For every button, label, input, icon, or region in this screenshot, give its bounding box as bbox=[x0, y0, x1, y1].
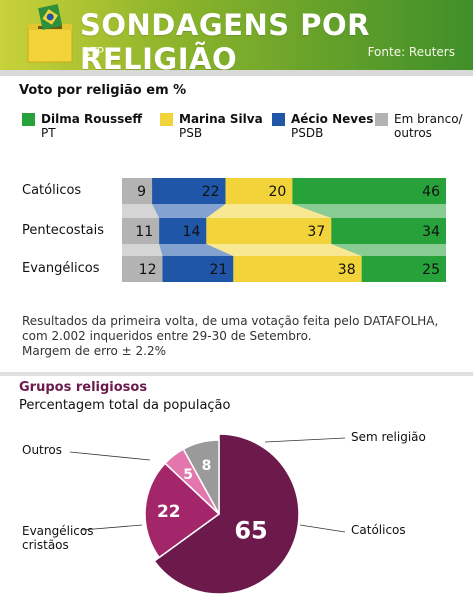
category-label: Evangélicos bbox=[22, 261, 100, 276]
legend-party: PSDB bbox=[291, 126, 324, 140]
bar-segment bbox=[292, 178, 446, 204]
header-banner: SONDAGENS POR RELIGIÃO RTP Fonte: Reuter… bbox=[0, 0, 473, 76]
header-divider bbox=[0, 70, 473, 76]
legend-item-0: Dilma Rousseff PT bbox=[22, 112, 142, 140]
bar-connector bbox=[152, 204, 226, 218]
legend-item-3: Em branco/outros bbox=[375, 112, 463, 140]
pie-leader-line bbox=[264, 437, 346, 443]
legend-name: Em branco/ bbox=[394, 112, 463, 126]
pie-value-label: 22 bbox=[157, 502, 181, 522]
bar-value-label: 46 bbox=[422, 184, 440, 200]
legend-swatch bbox=[375, 113, 388, 126]
bar-segment bbox=[122, 256, 163, 282]
channel-label: RTP bbox=[82, 45, 105, 59]
bar-connector bbox=[122, 244, 163, 256]
pie-value-label: 65 bbox=[234, 517, 267, 545]
bar-segment bbox=[206, 218, 332, 244]
bar-connector bbox=[206, 204, 332, 218]
legend-party: PSB bbox=[179, 126, 203, 140]
bar-value-label: 34 bbox=[422, 224, 440, 240]
bar-value-label: 14 bbox=[183, 224, 201, 240]
bar-connector bbox=[331, 244, 446, 256]
section-divider bbox=[0, 372, 473, 376]
pie-label-outros: Outros bbox=[22, 443, 63, 457]
pie-label-sem-religiao: Sem religião bbox=[351, 430, 426, 444]
stacked-bar-chart: 9 22 20 46 11 14 37 34 12 21 38 25 bbox=[122, 178, 446, 282]
pie-chart-subtitle: Percentagem total da população bbox=[19, 398, 231, 413]
bar-value-label: 9 bbox=[137, 184, 146, 200]
pie-slice bbox=[153, 433, 300, 595]
bar-segment bbox=[159, 218, 207, 244]
pie-value-label: 8 bbox=[202, 458, 212, 474]
pie-chart-title: Grupos religiosos bbox=[19, 380, 148, 395]
note-line-3: Margem de erro ± 2.2% bbox=[22, 344, 167, 358]
bar-segment bbox=[225, 178, 293, 204]
bar-value-label: 37 bbox=[307, 224, 325, 240]
bar-value-label: 12 bbox=[139, 262, 157, 278]
bar-value-label: 11 bbox=[135, 224, 153, 240]
bar-segment bbox=[122, 178, 153, 204]
bar-connector bbox=[206, 244, 362, 256]
bar-segment bbox=[361, 256, 446, 282]
legend-swatch bbox=[272, 113, 285, 126]
bar-value-label: 21 bbox=[210, 262, 228, 278]
bar-segment bbox=[331, 218, 446, 244]
methodology-note: Resultados da primeira volta, de uma vot… bbox=[22, 314, 462, 359]
bar-segment bbox=[233, 256, 362, 282]
bar-value-label: 25 bbox=[422, 262, 440, 278]
pie-label-evangelicos-line1: Evangélicos bbox=[22, 524, 94, 538]
pie-slice bbox=[182, 439, 220, 515]
note-line-2: com 2.002 inqueridos entre 29-30 de Sete… bbox=[22, 329, 312, 343]
pie-leader-line bbox=[299, 524, 346, 533]
legend-swatch bbox=[22, 113, 35, 126]
bar-segment bbox=[122, 218, 160, 244]
legend-party: outros bbox=[394, 126, 432, 140]
legend-party: PT bbox=[41, 126, 56, 140]
bar-value-label: 22 bbox=[202, 184, 220, 200]
page-title: SONDAGENS POR RELIGIÃO bbox=[80, 8, 370, 76]
legend-name: Aécio Neves bbox=[291, 112, 374, 126]
bar-connector bbox=[122, 204, 160, 218]
pie-label-evangelicos-line2: cristãos bbox=[22, 538, 69, 552]
legend-name: Dilma Rousseff bbox=[41, 112, 143, 126]
pie-label-catolicos: Católicos bbox=[351, 523, 406, 537]
bar-segment bbox=[152, 178, 226, 204]
category-label: Católicos bbox=[22, 183, 82, 198]
legend-name: Marina Silva bbox=[179, 112, 263, 126]
legend-item-2: Aécio Neves PSDB bbox=[272, 112, 373, 140]
pie-leader-line bbox=[69, 451, 151, 461]
pie-slice bbox=[144, 462, 221, 559]
category-label: Pentecostais bbox=[22, 223, 105, 238]
bar-value-label: 20 bbox=[269, 184, 287, 200]
legend-swatch bbox=[160, 113, 173, 126]
bar-connector bbox=[159, 244, 234, 256]
bar-chart-title: Voto por religião em % bbox=[19, 83, 187, 98]
bar-connector bbox=[292, 204, 446, 218]
legend-item-1: Marina Silva PSB bbox=[160, 112, 263, 140]
pie-leader-line bbox=[81, 524, 143, 531]
source-label: Fonte: Reuters bbox=[367, 45, 455, 59]
pie-label-evangelicos: Evangélicos cristãos bbox=[22, 524, 94, 552]
religious-groups-pie-chart: 65 22 58 bbox=[69, 433, 346, 595]
note-line-1: Resultados da primeira volta, de uma vot… bbox=[22, 314, 439, 328]
pie-value-label: 5 bbox=[183, 467, 193, 483]
ballot-box-icon bbox=[27, 4, 73, 63]
bar-value-label: 38 bbox=[338, 262, 356, 278]
bar-segment bbox=[162, 256, 234, 282]
